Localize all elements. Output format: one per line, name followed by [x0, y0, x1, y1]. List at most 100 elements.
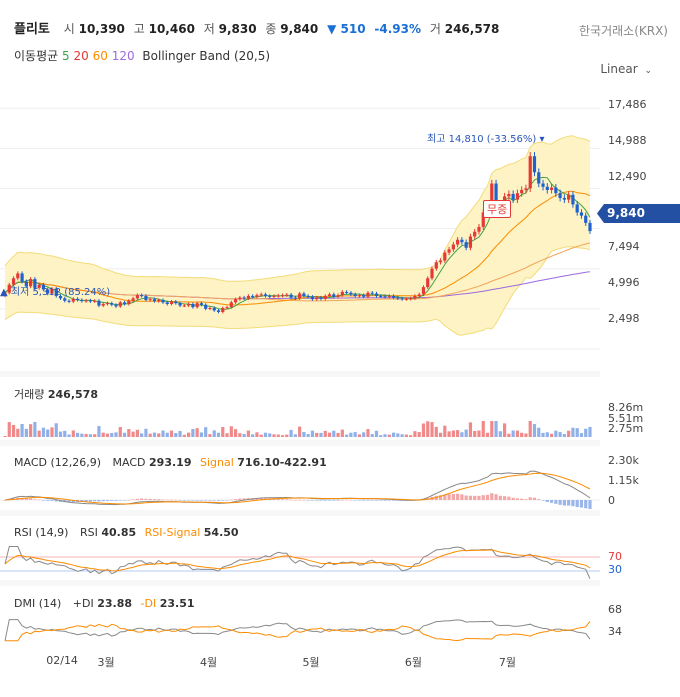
macd-hist-bar: [276, 499, 280, 500]
volume-bar: [276, 434, 280, 437]
macd-hist-bar: [302, 499, 306, 501]
vol-tick: 8.26m: [608, 401, 644, 414]
volume-bar: [33, 421, 37, 437]
candle: [438, 260, 443, 263]
candle: [400, 298, 404, 300]
volume-bar: [302, 431, 306, 437]
macd-hist-bar: [554, 500, 558, 504]
volume-bar: [148, 433, 152, 437]
candle: [345, 291, 349, 293]
macd-hist-bar: [383, 500, 387, 501]
candle: [127, 300, 131, 304]
volume-bar: [229, 426, 233, 437]
y-tick: 4,996: [608, 276, 640, 289]
candle: [426, 278, 430, 288]
candle: [225, 307, 229, 309]
macd-hist-bar: [319, 500, 323, 501]
macd-hist-bar: [567, 500, 571, 506]
x-tick-label: 7월: [498, 656, 516, 669]
candle: [33, 279, 37, 288]
macd-hist-bar: [571, 500, 575, 507]
volume-bar: [571, 427, 575, 437]
candle: [353, 294, 357, 296]
candle: [490, 183, 494, 210]
close-label: 종: [265, 22, 277, 36]
macd-hist-bar: [545, 500, 549, 502]
volume-bar: [434, 426, 438, 437]
macd-hist-bar: [140, 498, 144, 500]
macd-hist-bar: [588, 500, 592, 509]
volume-bar: [537, 427, 541, 437]
macd-hist-bar: [460, 494, 464, 500]
volume-bar: [259, 434, 263, 437]
volume-bar: [280, 435, 285, 437]
candle: [494, 183, 498, 205]
volume-bar: [24, 428, 28, 437]
high-value: 10,460: [148, 22, 195, 36]
macd-hist-bar: [507, 496, 511, 500]
volume-bar: [524, 433, 528, 437]
volume-bar: [511, 430, 515, 437]
vol-tick: 2.75m: [608, 422, 644, 435]
macd-hist-bar: [280, 499, 285, 500]
macd-hist-bar: [332, 500, 336, 501]
candle: [233, 299, 238, 303]
dmi-tick: 68: [608, 603, 622, 616]
volume-bar: [362, 432, 366, 437]
candle: [88, 300, 93, 302]
volume-bar: [426, 421, 430, 437]
volume-bar: [558, 432, 562, 437]
volume-bar: [285, 434, 289, 437]
candle: [323, 295, 327, 299]
macd-hist-bar: [259, 498, 263, 500]
low-value: 9,830: [218, 22, 257, 36]
change-pct: -4.93%: [374, 22, 422, 36]
macd-hist-bar: [105, 500, 110, 501]
volume-bar: [131, 431, 135, 437]
volume-bar: [387, 434, 391, 437]
volume-bar: [199, 432, 204, 437]
candle: [447, 249, 451, 253]
volume-bar: [178, 430, 182, 437]
macd-hist-bar: [97, 500, 101, 502]
macd-hist-bar: [541, 500, 545, 501]
candle: [374, 293, 379, 296]
dmi-title: DMI (14): [14, 597, 62, 610]
volume-bar: [93, 434, 97, 437]
candle: [212, 307, 216, 311]
candle: [468, 236, 473, 248]
candle: [105, 303, 110, 305]
macd-hist-bar: [353, 500, 357, 501]
macd-hist-bar: [204, 500, 208, 501]
macd-hist-bar: [135, 498, 139, 500]
volume-bar: [152, 432, 157, 437]
candle: [148, 299, 152, 301]
macd-hist-bar: [293, 499, 297, 501]
macd-hist-bar: [289, 499, 293, 501]
rsi-line: [4, 546, 591, 579]
ma-legend[interactable]: 이동평균 5 20 60 120 Bollinger Band (20,5): [14, 47, 270, 64]
close-value: 9,840: [280, 22, 319, 36]
volume-bar: [460, 432, 464, 437]
volume-panel-value: 246,578: [47, 388, 98, 401]
volume-bar: [268, 433, 272, 437]
candle: [511, 193, 515, 200]
rsi-panel-title: RSI (14,9) RSI 40.85 RSI-Signal 54.50: [14, 526, 239, 539]
scale-mode-dropdown[interactable]: Linear ⌄: [600, 62, 652, 76]
candle: [29, 279, 33, 287]
macd-hist-bar: [387, 500, 391, 501]
macd-hist-bar: [481, 495, 485, 500]
macd-hist-bar: [187, 500, 191, 501]
volume-bar: [67, 434, 71, 437]
volume-bar: [80, 433, 84, 437]
volume-bar: [532, 424, 537, 437]
candle: [259, 294, 263, 296]
candle: [549, 187, 554, 190]
volume-bar: [187, 432, 191, 437]
candle: [216, 310, 221, 313]
y-tick: 2,498: [608, 312, 640, 325]
candle: [473, 231, 477, 237]
rights-issue-badge[interactable]: 무증: [483, 200, 512, 218]
volume-bar: [195, 428, 199, 437]
